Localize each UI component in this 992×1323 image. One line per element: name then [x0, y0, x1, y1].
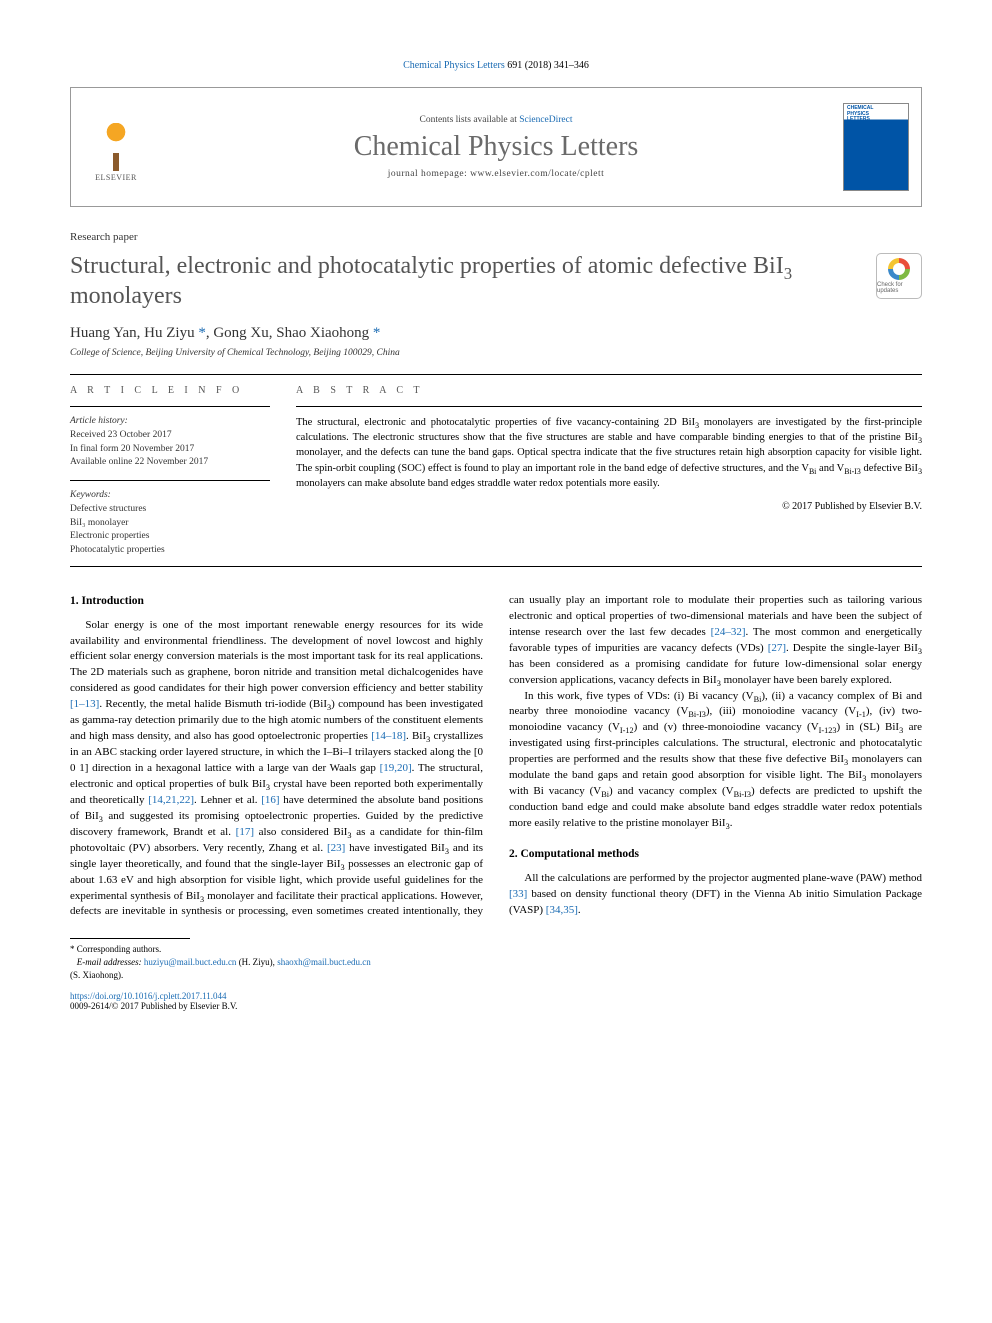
abstract-heading: a b s t r a c t	[296, 385, 922, 396]
abstract-rule	[296, 406, 922, 407]
running-head: Chemical Physics Letters 691 (2018) 341–…	[70, 60, 922, 71]
contents-available-line: Contents lists available at ScienceDirec…	[419, 115, 572, 125]
crossmark-label: Check for updates	[877, 282, 921, 294]
email-label: E-mail addresses:	[77, 957, 142, 967]
section-gap	[509, 832, 922, 846]
keyword-item: Photocatalytic properties	[70, 544, 270, 558]
homepage-prefix: journal homepage:	[388, 169, 470, 179]
history-label: Article history:	[70, 416, 128, 426]
section-heading-intro: 1. Introduction	[70, 593, 483, 610]
issn-copyright: 0009-2614/© 2017 Published by Elsevier B…	[70, 1001, 922, 1011]
keywords-block: Keywords: Defective structures BiI₃ mono…	[70, 489, 270, 558]
doi-link[interactable]: https://doi.org/10.1016/j.cplett.2017.11…	[70, 991, 227, 1001]
journal-name: Chemical Physics Letters	[354, 131, 639, 163]
history-received: Received 23 October 2017	[70, 430, 172, 440]
journal-cover-thumbnail	[843, 103, 909, 191]
abstract-text: The structural, electronic and photocata…	[296, 415, 922, 491]
article-type: Research paper	[70, 231, 922, 243]
article-info-rule-2	[70, 480, 270, 481]
article-info-heading: a r t i c l e i n f o	[70, 385, 270, 396]
affiliation: College of Science, Beijing University o…	[70, 348, 922, 358]
elsevier-logo-text: ELSEVIER	[95, 173, 137, 182]
email-1-paren: (H. Ziyu),	[239, 957, 275, 967]
keyword-item: Electronic properties	[70, 530, 270, 544]
crossmark-icon	[888, 258, 910, 280]
running-head-journal: Chemical Physics Letters	[403, 60, 507, 71]
crossmark-badge[interactable]: Check for updates	[876, 253, 922, 299]
elsevier-tree-icon	[94, 123, 138, 171]
doi-block: https://doi.org/10.1016/j.cplett.2017.11…	[70, 991, 922, 1011]
article-history: Article history: Received 23 October 201…	[70, 415, 270, 470]
journal-homepage-line: journal homepage: www.elsevier.com/locat…	[388, 169, 605, 179]
footnote-rule	[70, 938, 190, 939]
keywords-label: Keywords:	[70, 489, 270, 503]
corresponding-author-note: * Corresponding authors.	[70, 943, 922, 956]
email-2-paren: (S. Xiaohong).	[70, 969, 922, 982]
journal-banner: ELSEVIER Contents lists available at Sci…	[70, 87, 922, 207]
article-title: Structural, electronic and photocatalyti…	[70, 251, 858, 311]
banner-center: Contents lists available at ScienceDirec…	[161, 88, 831, 206]
email-2[interactable]: shaoxh@mail.buct.edu.cn	[277, 957, 371, 967]
history-online: Available online 22 November 2017	[70, 457, 208, 467]
keywords-list: Defective structures BiI₃ monolayer Elec…	[70, 503, 270, 558]
abstract-column: a b s t r a c t The structural, electron…	[296, 385, 922, 558]
methods-paragraph-1: All the calculations are performed by th…	[509, 871, 922, 919]
abstract-copyright: © 2017 Published by Elsevier B.V.	[296, 501, 922, 512]
keyword-item: BiI₃ monolayer	[70, 517, 270, 531]
article-info-rule	[70, 406, 270, 407]
title-row: Structural, electronic and photocatalyti…	[70, 251, 922, 311]
cover-thumb-cell	[831, 88, 921, 206]
divider-top	[70, 374, 922, 375]
email-line: E-mail addresses: huziyu@mail.buct.edu.c…	[70, 956, 922, 969]
email-1[interactable]: huziyu@mail.buct.edu.cn	[144, 957, 237, 967]
publisher-logo-cell: ELSEVIER	[71, 88, 161, 206]
sciencedirect-link[interactable]: ScienceDirect	[519, 115, 572, 125]
homepage-url: www.elsevier.com/locate/cplett	[470, 169, 604, 179]
history-final: In final form 20 November 2017	[70, 444, 194, 454]
running-head-vol: 691 (2018) 341–346	[507, 60, 589, 71]
author-list: Huang Yan, Hu Ziyu *, Gong Xu, Shao Xiao…	[70, 325, 922, 342]
contents-prefix: Contents lists available at	[419, 115, 519, 125]
body-columns: 1. Introduction Solar energy is one of t…	[70, 593, 922, 920]
intro-paragraph-2: In this work, five types of VDs: (i) Bi …	[509, 689, 922, 832]
elsevier-logo: ELSEVIER	[86, 112, 146, 182]
section-heading-methods: 2. Computational methods	[509, 846, 922, 863]
article-info-column: a r t i c l e i n f o Article history: R…	[70, 385, 270, 558]
info-abstract-row: a r t i c l e i n f o Article history: R…	[70, 385, 922, 558]
keyword-item: Defective structures	[70, 503, 270, 517]
page: Chemical Physics Letters 691 (2018) 341–…	[0, 0, 992, 1051]
footnotes: * Corresponding authors. E-mail addresse…	[70, 943, 922, 981]
divider-bottom	[70, 566, 922, 567]
